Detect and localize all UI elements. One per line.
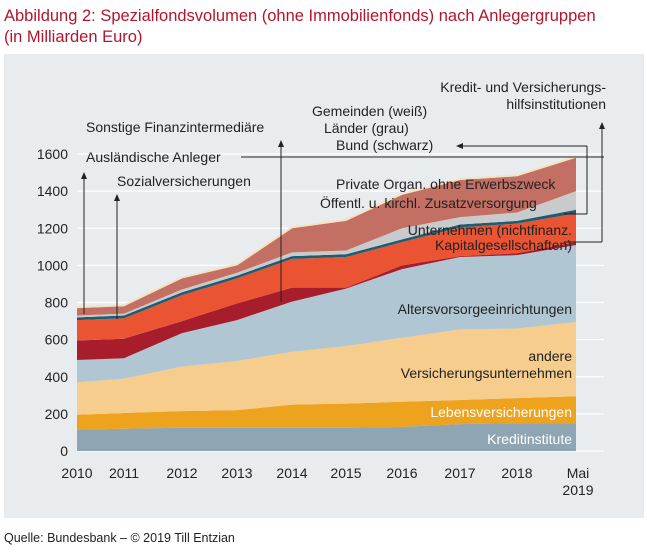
label-altersvorsorge: Altersvorsorgeeinrichtungen bbox=[398, 301, 572, 317]
area-9 bbox=[77, 157, 576, 316]
y-tick-label: 0 bbox=[60, 443, 68, 459]
area-1 bbox=[77, 423, 576, 451]
y-tick-label: 800 bbox=[45, 295, 69, 311]
y-tick-label: 1000 bbox=[37, 257, 68, 273]
source-note: Quelle: Bundesbank – © 2019 Till Entzian bbox=[4, 531, 235, 545]
y-tick-label: 400 bbox=[45, 369, 69, 385]
arrow-sozialversicherungen bbox=[114, 194, 120, 201]
area-5 bbox=[77, 242, 576, 361]
annotation-oeffentl-zusatzversorgung: Öffentl. u. kirchl. Zusatzversorgung bbox=[320, 194, 537, 211]
arrow-sonstige bbox=[278, 140, 284, 147]
annotations: Kreditinstitute Lebensversicherungen and… bbox=[86, 79, 606, 447]
annotation-kredit-versicherungs: Kredit- und Versicherungs- bbox=[440, 79, 606, 95]
y-tick-label: 1600 bbox=[37, 146, 68, 162]
area-8 bbox=[77, 191, 576, 318]
x-tick-label: 2019 bbox=[562, 482, 593, 498]
label-versicherungsunternehmen: Versicherungsunternehmen bbox=[401, 365, 572, 381]
chart-panel: 0 200 400 600 800 1000 1200 1400 1600 2010 2011 20… bbox=[4, 54, 644, 518]
x-tick-label: 2012 bbox=[166, 465, 197, 481]
area-6 bbox=[77, 213, 576, 341]
label-andere: andere bbox=[528, 348, 572, 364]
x-tick-label: 2016 bbox=[386, 465, 417, 481]
label-kapitalgesellschaften: Kapitalgesellschaften) bbox=[435, 237, 572, 253]
annotation-bund: Bund (schwarz) bbox=[336, 137, 433, 153]
label-unternehmen: Unternehmen (nichtfinanz. bbox=[408, 222, 572, 238]
annotation-auslaendische-anleger: Ausländische Anleger bbox=[86, 149, 221, 165]
x-tick-label: 2011 bbox=[109, 465, 139, 481]
title-line-2: (in Milliarden Euro) bbox=[4, 28, 143, 46]
chart-title: Abbildung 2: Spezialfondsvolumen (ohne I… bbox=[4, 6, 644, 48]
arrow-hilfsinstitutionen bbox=[599, 122, 605, 129]
label-lebensversicherungen: Lebensversicherungen bbox=[430, 404, 572, 420]
annotation-laender: Länder (grau) bbox=[324, 120, 409, 136]
annotation-hilfsinstitutionen: hilfsinstitutionen bbox=[506, 96, 606, 112]
title-line-1: Abbildung 2: Spezialfondsvolumen (ohne I… bbox=[4, 7, 596, 25]
y-tick-label: 1400 bbox=[37, 183, 68, 199]
area-layers bbox=[76, 155, 577, 451]
x-tick-label: 2015 bbox=[330, 465, 361, 481]
x-tick-label: Mai bbox=[567, 465, 590, 481]
x-tick-labels: 2010 2011 2012 2013 2014 2015 2016 2017 2018 Mai2… bbox=[61, 465, 593, 498]
annotation-sonstige-finanzintermediaere: Sonstige Finanzintermediäre bbox=[86, 119, 264, 135]
y-tick-label: 1200 bbox=[37, 220, 68, 236]
area-3 bbox=[77, 321, 576, 415]
x-tick-label: 2018 bbox=[501, 465, 532, 481]
y-tick-label: 600 bbox=[45, 332, 69, 348]
annotation-sozialversicherungen: Sozialversicherungen bbox=[117, 173, 251, 189]
y-tick-label: 200 bbox=[45, 406, 69, 422]
y-tick-labels: 0 200 400 600 800 1000 1200 1400 1600 bbox=[37, 146, 68, 459]
x-tick-label: 2017 bbox=[444, 465, 475, 481]
arrow-auslaendische bbox=[81, 172, 87, 179]
leader-lines bbox=[81, 122, 605, 319]
area-7 bbox=[77, 209, 576, 321]
arrow-bund bbox=[456, 143, 463, 149]
annotation-gemeinden: Gemeinden (weiß) bbox=[312, 103, 427, 119]
annotation-private-organ: Private Organ. ohne Erwerbszweck bbox=[336, 176, 556, 192]
x-tick-label: 2010 bbox=[61, 465, 92, 481]
x-tick-label: 2014 bbox=[276, 465, 307, 481]
top-outline bbox=[76, 155, 577, 309]
x-tick-label: 2013 bbox=[221, 465, 252, 481]
label-kreditinstitute: Kreditinstitute bbox=[487, 431, 572, 447]
area-2 bbox=[77, 396, 576, 430]
area-4 bbox=[77, 244, 576, 383]
